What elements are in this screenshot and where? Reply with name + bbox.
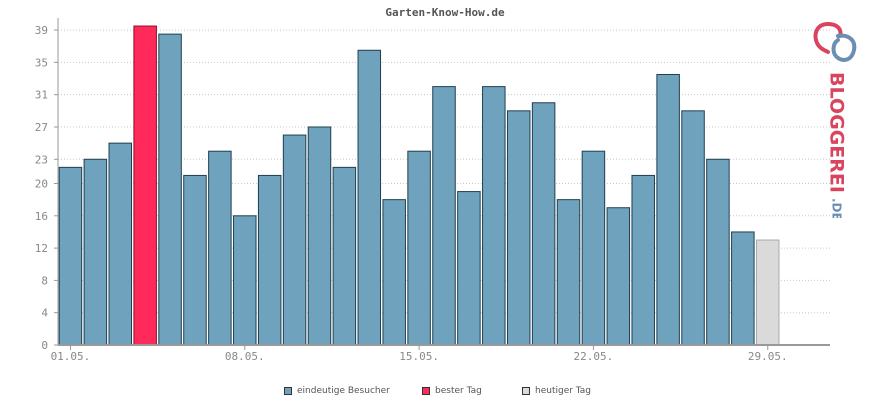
y-tick-label: 12 <box>35 242 48 255</box>
bar <box>656 73 680 346</box>
legend-swatch-today <box>522 387 530 395</box>
y-tick-label: 0 <box>41 339 48 352</box>
bar <box>357 49 382 346</box>
chart-title: Garten-Know-How.de <box>385 6 505 19</box>
bar <box>506 110 531 346</box>
bar <box>58 166 83 346</box>
y-tick-label: 16 <box>35 210 48 223</box>
y-tick-label: 31 <box>35 89 48 102</box>
bar <box>531 102 556 346</box>
bar <box>457 191 481 346</box>
bar <box>631 174 655 346</box>
y-axis-ticks: 0 4 8 12 16 20 23 27 31 35 39 <box>35 24 58 352</box>
logo-icon <box>813 22 857 62</box>
bar <box>257 174 282 346</box>
logo-text-suffix: .DE <box>830 198 844 218</box>
y-tick-label: 27 <box>35 121 48 134</box>
bar <box>556 199 581 346</box>
bloggerei-logo: BLOGGEREI .DE <box>813 22 857 218</box>
x-tick-label: 01.05. <box>51 350 91 363</box>
logo-text: BLOGGEREI .DE <box>826 72 848 218</box>
logo-text-main: BLOGGEREI <box>826 72 848 193</box>
bar <box>407 150 431 346</box>
legend-label-today: heutiger Tag <box>535 386 592 396</box>
bar <box>282 134 307 346</box>
y-tick-label: 4 <box>41 307 48 320</box>
legend-label-best-day: bester Tag <box>435 386 482 396</box>
bar <box>233 215 257 346</box>
bar <box>183 174 207 346</box>
x-tick-label: 22.05. <box>574 350 614 363</box>
bar <box>83 158 108 346</box>
bar <box>482 86 506 346</box>
x-tick-label: 08.05. <box>225 350 265 363</box>
x-axis-ticks: 01.05. 08.05. 15.05. 22.05. 29.05. <box>51 345 788 363</box>
legend-item-visitors: eindeutige Besucher <box>284 386 390 396</box>
x-tick-label: 15.05. <box>399 350 439 363</box>
bar <box>731 231 755 346</box>
x-tick-label: 29.05. <box>748 350 788 363</box>
legend-item-today: heutiger Tag <box>522 386 591 396</box>
bar <box>432 86 456 346</box>
legend-item-best-day: bester Tag <box>422 386 482 396</box>
bar <box>681 110 705 346</box>
legend-swatch-best-day <box>422 387 430 395</box>
legend-label-visitors: eindeutige Besucher <box>297 386 390 396</box>
bar <box>606 207 631 346</box>
bar <box>307 126 332 346</box>
bar <box>208 150 232 346</box>
bar <box>706 158 730 346</box>
bars <box>58 25 780 346</box>
y-tick-label: 23 <box>35 153 48 166</box>
bar-best-day <box>133 25 157 346</box>
legend-swatch-visitors <box>284 387 292 395</box>
y-tick-label: 20 <box>35 178 48 191</box>
legend: eindeutige Besucher bester Tag heutiger … <box>0 386 870 400</box>
axes <box>57 18 830 346</box>
bar <box>108 142 133 346</box>
y-tick-label: 39 <box>35 24 48 37</box>
bar <box>332 166 357 346</box>
y-tick-label: 35 <box>35 56 48 69</box>
bar <box>581 150 606 346</box>
y-tick-label: 8 <box>41 274 48 287</box>
bar <box>382 199 406 346</box>
bar-today <box>755 239 780 346</box>
bar <box>158 33 182 346</box>
